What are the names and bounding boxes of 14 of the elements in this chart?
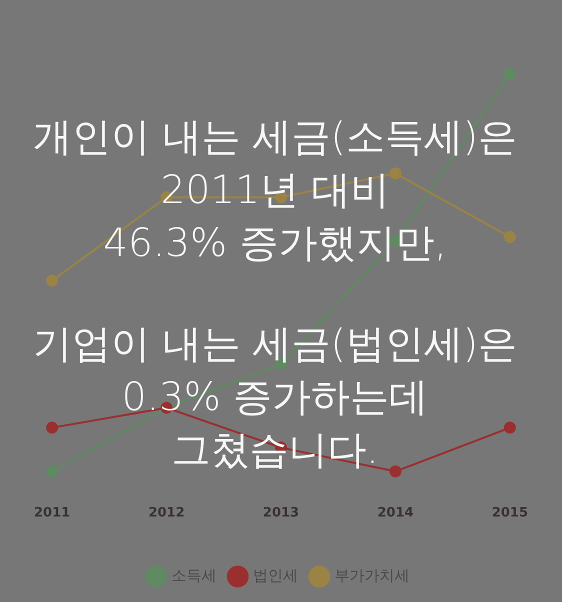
point	[504, 422, 516, 434]
x-tick-label: 2014	[377, 506, 414, 521]
annotation: 개인이 내는 세금(소득세)은 2011년 대비 46.3% 증가했지만,	[32, 114, 518, 268]
point	[46, 422, 58, 434]
point	[389, 167, 402, 180]
point	[389, 465, 402, 478]
point	[46, 465, 58, 478]
x-tick-label: 2012	[148, 506, 185, 521]
x-tick-label: 2015	[492, 506, 528, 521]
x-tick-label: 2013	[262, 506, 300, 521]
point	[504, 230, 516, 243]
point	[504, 68, 516, 80]
x-tick-label: 2011	[34, 506, 70, 521]
point	[46, 274, 58, 287]
